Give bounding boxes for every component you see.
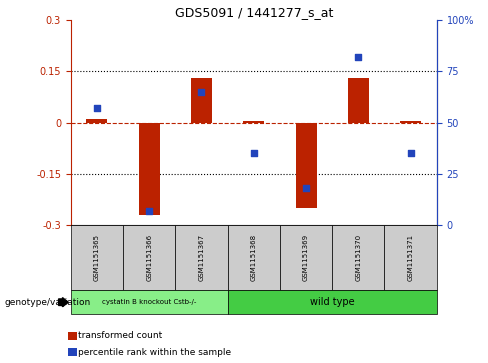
Point bbox=[354, 54, 362, 60]
Text: percentile rank within the sample: percentile rank within the sample bbox=[78, 348, 231, 356]
Text: GSM1151366: GSM1151366 bbox=[146, 234, 152, 281]
Bar bbox=[296, 123, 317, 208]
Text: cystatin B knockout Cstb-/-: cystatin B knockout Cstb-/- bbox=[102, 299, 196, 305]
Text: transformed count: transformed count bbox=[78, 331, 163, 340]
Text: GSM1151369: GSM1151369 bbox=[303, 234, 309, 281]
Point bbox=[93, 105, 101, 111]
Bar bbox=[191, 78, 212, 123]
Bar bbox=[348, 78, 369, 123]
Text: GSM1151367: GSM1151367 bbox=[199, 234, 204, 281]
Title: GDS5091 / 1441277_s_at: GDS5091 / 1441277_s_at bbox=[175, 6, 333, 19]
Text: wild type: wild type bbox=[310, 297, 354, 307]
Text: GSM1151368: GSM1151368 bbox=[251, 234, 257, 281]
Bar bbox=[86, 119, 107, 123]
Point bbox=[302, 185, 310, 191]
Point bbox=[250, 150, 258, 156]
Point bbox=[198, 89, 205, 95]
Bar bbox=[244, 121, 264, 123]
Bar bbox=[139, 123, 160, 215]
Text: genotype/variation: genotype/variation bbox=[5, 298, 91, 307]
Text: GSM1151365: GSM1151365 bbox=[94, 234, 100, 281]
Point bbox=[407, 150, 414, 156]
Text: GSM1151370: GSM1151370 bbox=[355, 234, 361, 281]
Text: GSM1151371: GSM1151371 bbox=[407, 234, 414, 281]
Bar bbox=[400, 121, 421, 123]
Point bbox=[145, 208, 153, 213]
